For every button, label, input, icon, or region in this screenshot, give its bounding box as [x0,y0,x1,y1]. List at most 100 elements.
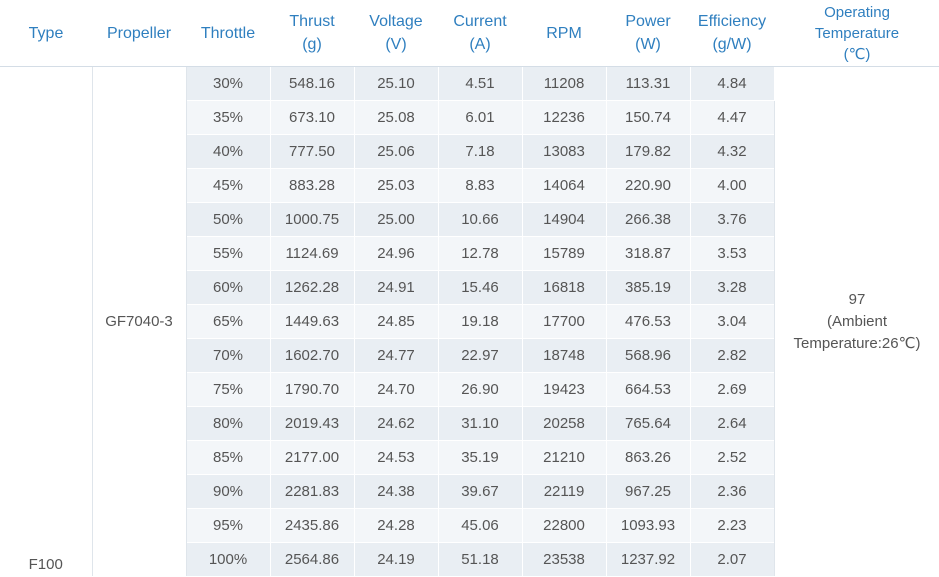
current-cell: 35.19 [438,441,522,475]
thrust-cell: 2281.83 [270,475,354,509]
current-cell: 19.18 [438,305,522,339]
header-efficiency-unit: (g/W) [692,33,772,56]
header-power-label: Power [608,10,688,33]
header-thrust-label: Thrust [272,10,352,33]
voltage-cell: 25.08 [354,101,438,135]
voltage-cell: 25.06 [354,135,438,169]
propeller-cell: GF7040-3 [92,67,186,577]
current-cell: 12.78 [438,237,522,271]
efficiency-cell: 2.36 [690,475,774,509]
power-cell: 220.90 [606,169,690,203]
power-cell: 476.53 [606,305,690,339]
thrust-cell: 1790.70 [270,373,354,407]
rpm-cell: 17700 [522,305,606,339]
efficiency-cell: 3.28 [690,271,774,305]
efficiency-cell: 3.76 [690,203,774,237]
current-cell: 4.51 [438,67,522,101]
current-cell: 8.83 [438,169,522,203]
voltage-cell: 24.91 [354,271,438,305]
current-cell: 22.97 [438,339,522,373]
header-rpm: RPM [522,0,606,67]
thrust-cell: 548.16 [270,67,354,101]
efficiency-cell: 3.04 [690,305,774,339]
rpm-cell: 18748 [522,339,606,373]
efficiency-cell: 2.07 [690,543,774,577]
voltage-cell: 24.96 [354,237,438,271]
rpm-cell: 14904 [522,203,606,237]
rpm-cell: 22800 [522,509,606,543]
efficiency-cell: 3.53 [690,237,774,271]
power-cell: 568.96 [606,339,690,373]
efficiency-cell: 2.52 [690,441,774,475]
power-cell: 385.19 [606,271,690,305]
thrust-cell: 1449.63 [270,305,354,339]
efficiency-cell: 4.84 [690,67,774,101]
power-cell: 863.26 [606,441,690,475]
voltage-cell: 24.38 [354,475,438,509]
throttle-cell: 90% [186,475,270,509]
header-temperature-unit: (℃) [776,44,938,65]
header-efficiency: Efficiency (g/W) [690,0,774,67]
header-temperature: Operating Temperature (℃) [774,0,939,67]
voltage-cell: 25.00 [354,203,438,237]
current-cell: 31.10 [438,407,522,441]
header-thrust: Thrust (g) [270,0,354,67]
rpm-cell: 21210 [522,441,606,475]
voltage-cell: 25.03 [354,169,438,203]
throttle-cell: 40% [186,135,270,169]
throttle-cell: 70% [186,339,270,373]
header-current-label: Current [440,10,520,33]
rpm-cell: 11208 [522,67,606,101]
throttle-cell: 85% [186,441,270,475]
efficiency-cell: 4.32 [690,135,774,169]
thrust-cell: 1124.69 [270,237,354,271]
thrust-cell: 1000.75 [270,203,354,237]
rpm-cell: 22119 [522,475,606,509]
throttle-cell: 60% [186,271,270,305]
efficiency-cell: 4.47 [690,101,774,135]
rpm-cell: 13083 [522,135,606,169]
current-cell: 51.18 [438,543,522,577]
current-cell: 26.90 [438,373,522,407]
temperature-line-3: Temperature:26℃) [775,333,939,355]
header-power-unit: (W) [608,33,688,56]
current-cell: 45.06 [438,509,522,543]
power-cell: 1093.93 [606,509,690,543]
table-header: Type Propeller Throttle Thrust (g) Volta… [0,0,939,67]
rpm-cell: 16818 [522,271,606,305]
throttle-cell: 45% [186,169,270,203]
temperature-line-1: 97 [775,289,939,311]
header-current-unit: (A) [440,33,520,56]
current-cell: 39.67 [438,475,522,509]
header-throttle: Throttle [186,0,270,67]
rpm-cell: 12236 [522,101,606,135]
voltage-cell: 24.19 [354,543,438,577]
thrust-cell: 777.50 [270,135,354,169]
current-cell: 7.18 [438,135,522,169]
throttle-cell: 100% [186,543,270,577]
header-temperature-line-2: Temperature [776,23,938,44]
throttle-cell: 30% [186,67,270,101]
rpm-cell: 20258 [522,407,606,441]
header-voltage-label: Voltage [356,10,436,33]
header-efficiency-label: Efficiency [692,10,772,33]
voltage-cell: 24.62 [354,407,438,441]
throttle-cell: 95% [186,509,270,543]
header-row: Type Propeller Throttle Thrust (g) Volta… [0,0,939,67]
header-thrust-unit: (g) [272,33,352,56]
throttle-cell: 75% [186,373,270,407]
throttle-cell: 35% [186,101,270,135]
header-power: Power (W) [606,0,690,67]
throttle-cell: 55% [186,237,270,271]
efficiency-cell: 4.00 [690,169,774,203]
current-cell: 10.66 [438,203,522,237]
header-voltage: Voltage (V) [354,0,438,67]
thrust-cell: 2019.43 [270,407,354,441]
power-cell: 266.38 [606,203,690,237]
type-cell: F100 [0,67,92,577]
temperature-line-2: (Ambient [775,311,939,333]
